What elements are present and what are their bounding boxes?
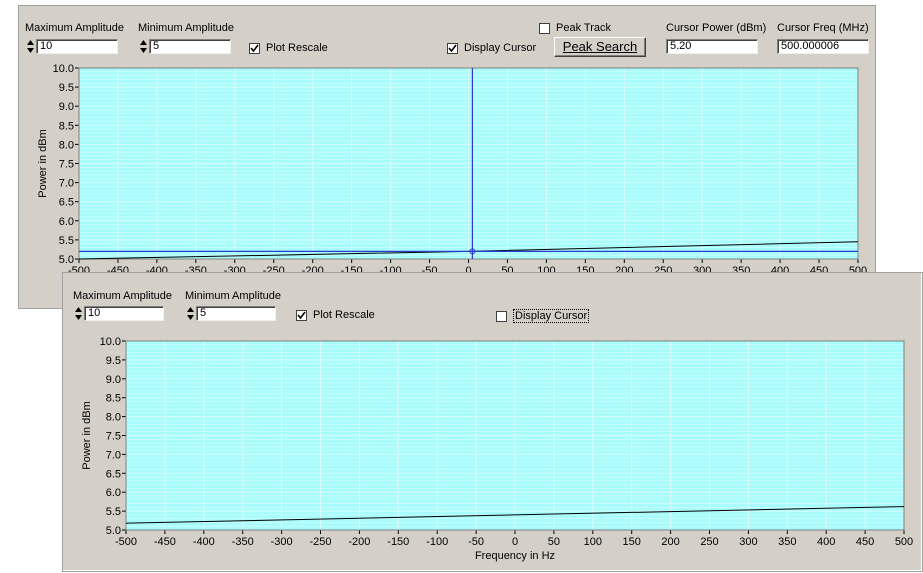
peak-track-checkbox[interactable]: Peak Track bbox=[539, 22, 611, 34]
x-tick-label: 500 bbox=[895, 536, 913, 548]
cursor-marker bbox=[469, 248, 476, 255]
max-amplitude-input[interactable]: 10 bbox=[36, 39, 118, 54]
x-tick-label: -200 bbox=[348, 536, 370, 548]
display-cursor-label: Display Cursor bbox=[513, 309, 590, 323]
y-tick-label: 9.0 bbox=[59, 101, 74, 113]
display-cursor-checkbox[interactable]: Display Cursor bbox=[496, 309, 590, 323]
cursor-freq-label: Cursor Freq (MHz) bbox=[777, 22, 869, 34]
x-tick-label: 350 bbox=[778, 536, 796, 548]
check-icon bbox=[296, 309, 307, 321]
x-tick-label: -500 bbox=[115, 536, 137, 548]
y-tick-label: 8.0 bbox=[59, 139, 74, 151]
y-tick-label: 7.0 bbox=[59, 178, 74, 190]
x-tick-label: -300 bbox=[271, 536, 293, 548]
y-tick-label: 7.5 bbox=[59, 159, 74, 171]
y-tick-label: 9.0 bbox=[106, 374, 121, 386]
x-tick-label: 100 bbox=[584, 536, 602, 548]
max-amplitude-spinner-icon[interactable] bbox=[75, 307, 82, 320]
x-axis-label: Frequency in Hz bbox=[475, 550, 555, 562]
y-axis-label: Power in dBm bbox=[37, 129, 49, 197]
y-tick-label: 6.0 bbox=[59, 216, 74, 228]
min-amplitude-input[interactable]: 5 bbox=[149, 39, 231, 54]
min-amplitude-label: Minimum Amplitude bbox=[185, 290, 281, 302]
y-tick-label: 6.0 bbox=[106, 487, 121, 499]
max-amplitude-input[interactable]: 10 bbox=[84, 306, 164, 321]
spectrum-window-front: Maximum Amplitude 10 Minimum Amplitude 5… bbox=[62, 272, 923, 572]
y-tick-label: 9.5 bbox=[59, 82, 74, 94]
y-tick-label: 8.0 bbox=[106, 412, 121, 424]
y-tick-label: 5.5 bbox=[59, 235, 74, 247]
plot-rescale-checkbox[interactable]: Plot Rescale bbox=[296, 309, 375, 321]
cursor-freq-field: 500.000006 bbox=[777, 39, 869, 54]
min-amplitude-label: Minimum Amplitude bbox=[138, 22, 234, 34]
plot-frame bbox=[78, 67, 859, 260]
max-amplitude-spinner-icon[interactable] bbox=[27, 40, 34, 53]
plot-rescale-checkbox[interactable]: Plot Rescale bbox=[249, 42, 328, 54]
x-tick-label: 150 bbox=[623, 536, 641, 548]
min-amplitude-spinner-icon[interactable] bbox=[187, 307, 194, 320]
y-tick-label: 5.0 bbox=[59, 254, 74, 266]
cursor-power-field: 5.20 bbox=[666, 39, 758, 54]
x-tick-label: -150 bbox=[387, 536, 409, 548]
power-spectrum-chart-back: 10.09.59.08.58.07.57.06.56.05.55.0-500 -4… bbox=[37, 63, 867, 277]
series-line bbox=[125, 506, 905, 524]
y-tick-label: 5.0 bbox=[106, 525, 121, 537]
min-amplitude-input[interactable]: 5 bbox=[196, 306, 276, 321]
y-tick-label: 6.5 bbox=[106, 468, 121, 480]
x-tick-label: 0 bbox=[465, 265, 471, 277]
plot-rescale-label: Plot Rescale bbox=[266, 42, 328, 54]
x-tick-label: 400 bbox=[817, 536, 835, 548]
check-icon bbox=[249, 42, 260, 54]
display-cursor-label: Display Cursor bbox=[464, 42, 537, 54]
plot-frame bbox=[125, 340, 905, 531]
x-tick-label: -50 bbox=[468, 536, 484, 548]
y-tick-label: 6.5 bbox=[59, 197, 74, 209]
checkbox-empty-icon bbox=[539, 22, 550, 34]
check-icon bbox=[447, 42, 458, 54]
max-amplitude-label: Maximum Amplitude bbox=[73, 290, 173, 302]
y-axis-label: Power in dBm bbox=[81, 401, 93, 469]
x-tick-label: -450 bbox=[154, 536, 176, 548]
min-amplitude-spinner-icon[interactable] bbox=[140, 40, 147, 53]
y-tick-label: 5.5 bbox=[106, 506, 121, 518]
cursor-power-label: Cursor Power (dBm) bbox=[666, 22, 767, 34]
x-tick-label: 200 bbox=[661, 536, 679, 548]
y-tick-label: 10.0 bbox=[100, 336, 121, 348]
x-tick-label: 50 bbox=[548, 536, 560, 548]
x-tick-label: 300 bbox=[739, 536, 757, 548]
peak-search-button[interactable]: Peak Search bbox=[554, 37, 646, 57]
y-tick-label: 8.5 bbox=[106, 393, 121, 405]
y-tick-label: 8.5 bbox=[59, 120, 74, 132]
x-tick-label: 450 bbox=[856, 536, 874, 548]
max-amplitude-label: Maximum Amplitude bbox=[25, 22, 125, 34]
x-tick-label: -400 bbox=[193, 536, 215, 548]
x-tick-label: 0 bbox=[512, 536, 518, 548]
x-tick-label: -100 bbox=[426, 536, 448, 548]
x-tick-label: 250 bbox=[700, 536, 718, 548]
y-tick-label: 10.0 bbox=[53, 63, 74, 75]
display-cursor-checkbox[interactable]: Display Cursor bbox=[447, 42, 536, 54]
power-spectrum-chart-front: 10.09.59.08.58.07.57.06.56.05.55.0-500 -4… bbox=[81, 336, 913, 562]
y-tick-label: 9.5 bbox=[106, 355, 121, 367]
spectrum-window-back: Maximum Amplitude 10 Minimum Amplitude 5… bbox=[18, 5, 876, 309]
y-tick-label: 7.0 bbox=[106, 449, 121, 461]
x-tick-label: -250 bbox=[309, 536, 331, 548]
checkbox-empty-icon bbox=[496, 310, 507, 322]
x-tick-label: -350 bbox=[232, 536, 254, 548]
y-tick-label: 7.5 bbox=[106, 431, 121, 443]
plot-rescale-label: Plot Rescale bbox=[313, 309, 375, 321]
peak-track-label: Peak Track bbox=[556, 22, 612, 34]
